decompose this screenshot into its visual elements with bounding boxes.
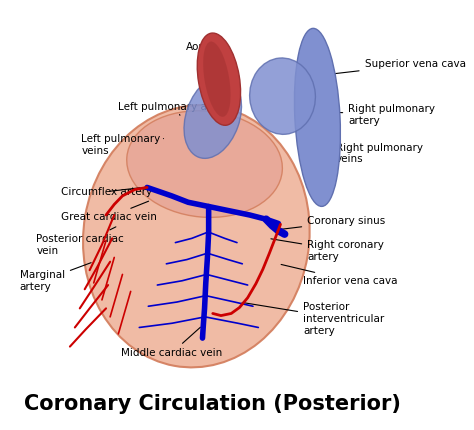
Text: Right pulmonary
artery: Right pulmonary artery xyxy=(314,104,435,126)
Text: Posterior cardiac
vein: Posterior cardiac vein xyxy=(36,227,124,255)
Text: Superior vena cava: Superior vena cava xyxy=(326,59,465,75)
Text: Right pulmonary
veins: Right pulmonary veins xyxy=(306,143,423,164)
Text: Coronary Circulation (Posterior): Coronary Circulation (Posterior) xyxy=(24,394,401,414)
Ellipse shape xyxy=(184,77,241,158)
Ellipse shape xyxy=(294,28,340,206)
Text: Coronary sinus: Coronary sinus xyxy=(279,216,385,230)
Ellipse shape xyxy=(250,58,315,134)
Text: Middle cardiac vein: Middle cardiac vein xyxy=(121,327,222,358)
Text: Circumflex artery: Circumflex artery xyxy=(61,187,152,197)
Text: Aorta: Aorta xyxy=(186,42,215,66)
Text: Right coronary
artery: Right coronary artery xyxy=(271,239,384,262)
Ellipse shape xyxy=(203,41,230,117)
Ellipse shape xyxy=(197,33,241,125)
Text: Left pulmonary artery: Left pulmonary artery xyxy=(118,102,233,115)
Text: Inferior vena cava: Inferior vena cava xyxy=(281,264,398,286)
Text: Left pulmonary
veins: Left pulmonary veins xyxy=(82,134,164,156)
Ellipse shape xyxy=(83,105,310,367)
Text: Posterior
interventricular
artery: Posterior interventricular artery xyxy=(242,302,384,335)
Ellipse shape xyxy=(127,111,283,218)
Text: Marginal
artery: Marginal artery xyxy=(20,263,91,292)
Text: Great cardiac vein: Great cardiac vein xyxy=(61,201,157,222)
